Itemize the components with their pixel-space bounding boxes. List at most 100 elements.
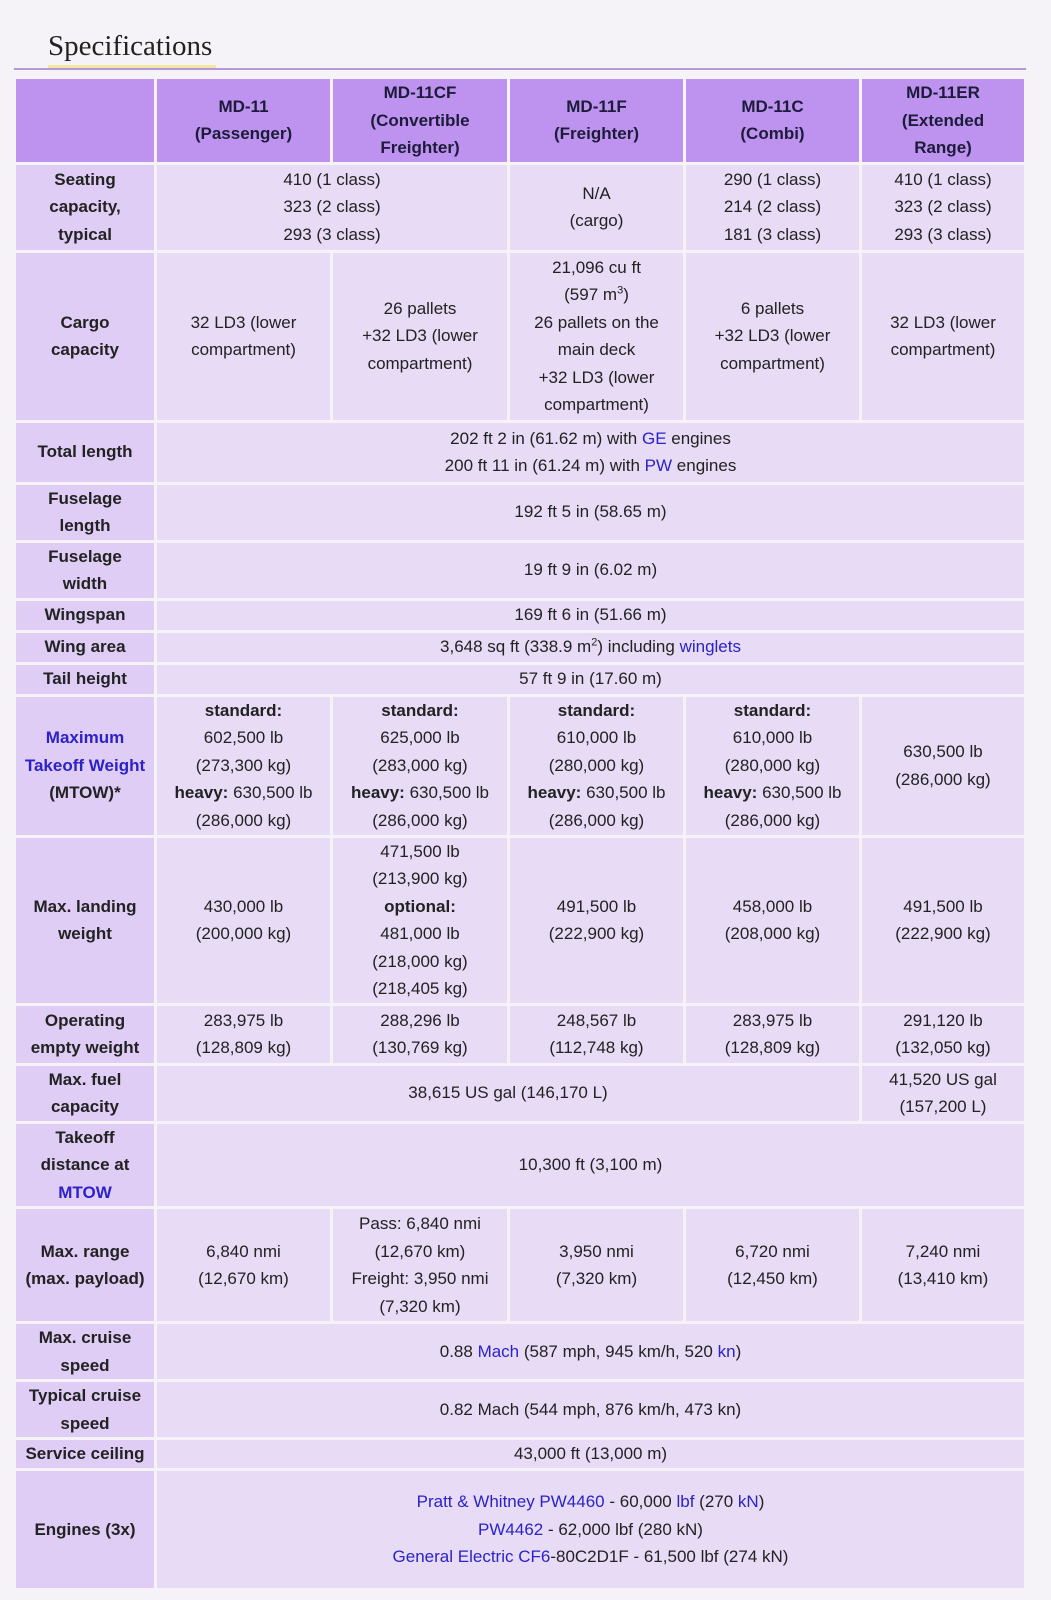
column-header-text: MD-11CF [383,83,457,102]
cell-text: 3,648 sq ft (338.9 m [440,637,592,657]
row-label: Max. fuel capacity [16,1065,154,1121]
column-header-text: Freighter) [380,138,460,157]
cell-text: (280,000 kg) [548,755,645,775]
wiki-link[interactable]: lbf [676,1492,695,1512]
cell-text: standard: [557,700,636,720]
spec-cell: 32 LD3 (lower compartment) [862,252,1024,420]
wiki-link[interactable]: MTOW [58,1182,112,1202]
specifications-table: MD-11 (Passenger) MD-11CF (Convertible Freig… [13,76,1027,1591]
spec-cell: 3,950 nmi (7,320 km) [510,1209,683,1321]
cell-text: Engines (3x) [34,1519,136,1539]
column-header: MD-11F (Freighter) [510,79,683,162]
wiki-link[interactable]: PW4462 [478,1519,544,1539]
spec-cell: 630,500 lb (286,000 kg) [862,696,1024,835]
cell-text: Cargo [60,312,110,332]
cell-text: 6 pallets [740,298,805,318]
spec-cell: 6,840 nmi (12,670 km) [157,1209,330,1321]
row-label: Wing area [16,632,154,662]
cell-text: (280,000 kg) [724,755,821,775]
cell-text: (132,050 kg) [895,1038,991,1057]
header-row: MD-11 (Passenger) MD-11CF (Convertible Freig… [16,79,1024,162]
wiki-link[interactable]: Mach [477,1341,520,1361]
spec-cell: 19 ft 9 in (6.02 m) [157,542,1024,598]
cell-text: (130,769 kg) [372,1038,468,1057]
spec-cell: 6 pallets +32 LD3 (lower compartment) [686,252,859,420]
heading-rule [14,68,1026,70]
spec-cell: N/A (cargo) [510,164,683,250]
spec-cell: 26 pallets +32 LD3 (lower compartment) [333,252,507,420]
cell-text: compartment) [191,340,296,359]
spec-cell: 0.88 Mach (587 mph, 945 km/h, 520 kn) [157,1324,1024,1379]
spec-cell: standard: 610,000 lb (280,000 kg) heavy: 63… [510,696,683,835]
cell-text: (7,320 km) [379,1296,461,1316]
wiki-link[interactable]: kN [737,1492,759,1512]
cell-text: 291,120 lb [903,1010,983,1030]
cell-text: (MTOW)* [49,783,121,803]
cell-text: 43,000 ft (13,000 m) [513,1444,668,1464]
cell-text: 26 pallets [383,298,457,318]
cell-text: engines [672,456,737,475]
cell-text: (222,900 kg) [548,924,645,943]
cell-text: 32 LD3 (lower [890,312,996,332]
cell-text: 293 (3 class) [283,224,381,244]
table-row: Total length 202 ft 2 in (61.62 m) with G… [16,422,1024,482]
wiki-link[interactable]: Maximum [45,728,125,748]
cell-text: 3 [617,284,624,297]
cell-text: Operating [44,1010,126,1030]
wiki-link[interactable]: Pratt & Whitney PW4460 [416,1492,605,1512]
spec-cell: 41,520 US gal (157,200 L) [862,1065,1024,1121]
cell-text: 610,000 lb [556,728,637,748]
spec-cell: 491,500 lb (222,900 kg) [862,837,1024,1003]
cell-text: width [62,574,108,593]
wiki-link[interactable]: winglets [679,637,741,657]
column-header-text: MD-11C [741,96,804,116]
table-row: Max. cruise speed 0.88 Mach (587 mph, 945 … [16,1324,1024,1379]
cell-text: (218,405 kg) [372,979,468,998]
cell-text: 602,500 lb [203,728,284,748]
cell-text: 7,240 nmi [905,1241,981,1261]
column-header-text: MD-11F [566,96,627,116]
row-label: Maximum Takeoff Weight (MTOW)* [16,696,154,835]
wiki-link[interactable]: kn [717,1341,736,1361]
table-row: Max. landing weight 430,000 lb (200,000 kg)… [16,837,1024,1003]
cell-text: ) [758,1492,765,1512]
row-label: Total length [16,422,154,482]
cell-text: (128,809 kg) [724,1038,821,1057]
cell-text: Pass: 6,840 nmi [359,1214,481,1233]
spec-cell: 57 ft 9 in (17.60 m) [157,664,1024,694]
cell-text: 6,840 nmi [206,1241,281,1261]
cell-text: 610,000 lb [732,728,813,748]
cell-text: (286,000 kg) [724,810,821,830]
table-row: Takeoff distance at MTOW 10,300 ft (3,100 m… [16,1123,1024,1206]
cell-text: compartment) [890,340,996,359]
wiki-link[interactable]: Takeoff Weight [24,755,146,775]
cell-text: ) [735,1341,742,1361]
wiki-link[interactable]: GE [641,428,667,448]
cell-text: 32 LD3 (lower [190,312,297,332]
table-row: Wingspan 169 ft 6 in (51.66 m) [16,600,1024,630]
wiki-link[interactable]: PW [644,456,673,475]
corner-header [16,79,154,162]
wiki-link[interactable]: General Electric CF6 [392,1547,551,1567]
cell-text: engines [666,428,731,448]
cell-text: 57 ft 9 in (17.60 m) [519,669,662,689]
row-label: Takeoff distance at MTOW [16,1123,154,1206]
spec-cell: 202 ft 2 in (61.62 m) with GE engines 200… [157,422,1024,482]
row-label: Seating capacity, typical [16,164,154,250]
cell-text: 0.88 [439,1341,478,1361]
cell-text: 323 (2 class) [283,197,381,217]
cell-text: (12,670 km) [374,1241,466,1261]
table-row: Tail height 57 ft 9 in (17.60 m) [16,664,1024,694]
row-label: Service ceiling [16,1440,154,1468]
cell-text: Max. fuel [48,1069,122,1089]
cell-text: (213,900 kg) [372,869,468,888]
cell-text: standard: [204,700,283,720]
cell-text: optional: [384,896,456,916]
table-row: Wing area 3,648 sq ft (338.9 m2) includin… [16,632,1024,662]
cell-text: 630,500 lb [404,783,489,803]
cell-text: 410 (1 class) [894,169,992,189]
spec-cell: 248,567 lb (112,748 kg) [510,1005,683,1063]
column-header-text: MD-11ER [906,83,980,102]
cell-text: -80C2D1F - 61,500 lbf (274 kN) [550,1547,789,1567]
table-row: Engines (3x) Pratt & Whitney PW4460 - 60,… [16,1471,1024,1588]
